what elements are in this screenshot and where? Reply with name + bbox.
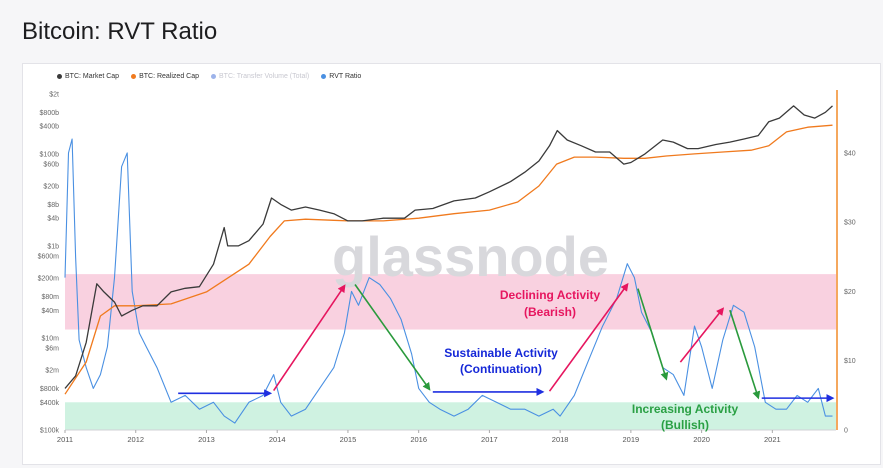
market-cap-line [64,105,833,389]
page-title: Bitcoin: RVT Ratio [22,18,218,45]
x-tick-label: 2015 [340,435,357,444]
legend-label: BTC: Market Cap [65,73,120,80]
rvt-chart: glassnode $100k $400k $800k $2m $6m $10m $40m $8… [38,90,856,444]
trend-arrow [548,282,629,392]
right-tick-label: 0 [844,428,848,435]
x-tick-label: 2019 [623,435,640,444]
left-tick-label: $20b [43,184,59,191]
left-tick-label: $100k [40,428,60,435]
legend-label: BTC: Transfer Volume (Total) [219,73,310,80]
x-tick-label: 2012 [127,435,144,444]
legend-item[interactable]: BTC: Market Cap [57,73,119,80]
x-tick-label: 2013 [198,435,215,444]
annotation-text: Increasing Activity [632,402,739,416]
x-tick-label: 2021 [764,435,781,444]
left-tick-label: $2m [45,368,59,375]
x-tick-label: 2014 [269,435,286,444]
chart-card: glassnode $100k $400k $800k $2m $6m $10m $40m $8… [22,63,881,465]
rvt-ratio-line [64,138,833,424]
annotation-text: (Continuation) [460,362,542,376]
left-tick-label: $4b [47,216,59,223]
left-tick-label: $200m [38,276,60,283]
legend-dot [321,74,327,79]
x-tick-label: 2011 [57,435,73,444]
annotation-text: Sustainable Activity [444,346,558,360]
left-tick-label: $600m [38,254,60,261]
x-tick-label: 2020 [693,435,710,444]
bearish-band [65,274,836,330]
left-tick-label: $400k [40,400,60,407]
trend-arrow [679,307,725,363]
left-tick-label: $10m [41,335,59,342]
annotation-text: Declining Activity [500,288,601,302]
right-tick-label: $20 [844,289,856,296]
legend-item[interactable]: BTC: Transfer Volume (Total) [211,73,309,80]
x-tick-label: 2017 [481,435,498,444]
left-tick-label: $800b [40,110,60,117]
trend-arrow [637,288,669,381]
left-tick-label: $400b [40,124,60,131]
trend-arrow [273,284,346,391]
left-tick-label: $2t [49,92,59,99]
legend-label: BTC: Realized Cap [139,73,199,80]
legend-dot [57,74,62,79]
left-tick-label: $40m [41,308,59,315]
right-tick-label: $10 [844,358,856,365]
left-tick-label: $6m [45,346,59,353]
legend-label: RVT Ratio [329,73,362,80]
right-tick-label: $30 [844,220,856,227]
legend-dot [211,74,216,79]
watermark: glassnode [332,225,609,288]
trend-arrow [729,309,761,400]
right-tick-label: $40 [844,150,856,157]
legend-item[interactable]: RVT Ratio [321,73,361,80]
left-tick-label: $80m [41,294,59,301]
left-tick-label: $1b [47,243,59,250]
realized-cap-line [64,124,833,395]
left-tick-label: $8b [47,202,59,209]
annotation-text: (Bearish) [524,305,576,319]
left-tick-label: $800k [40,386,60,393]
legend-dot [131,74,137,79]
trend-arrow [354,284,431,391]
left-tick-label: $100b [40,151,60,158]
annotation-text: (Bullish) [661,418,709,432]
legend-item[interactable]: BTC: Realized Cap [131,73,199,80]
bullish-band [65,402,836,430]
x-tick-label: 2016 [410,435,427,444]
legend: BTC: Market Cap BTC: Realized Cap BTC: Tra… [57,73,361,80]
left-tick-label: $60b [43,162,59,169]
x-tick-label: 2018 [552,435,569,444]
